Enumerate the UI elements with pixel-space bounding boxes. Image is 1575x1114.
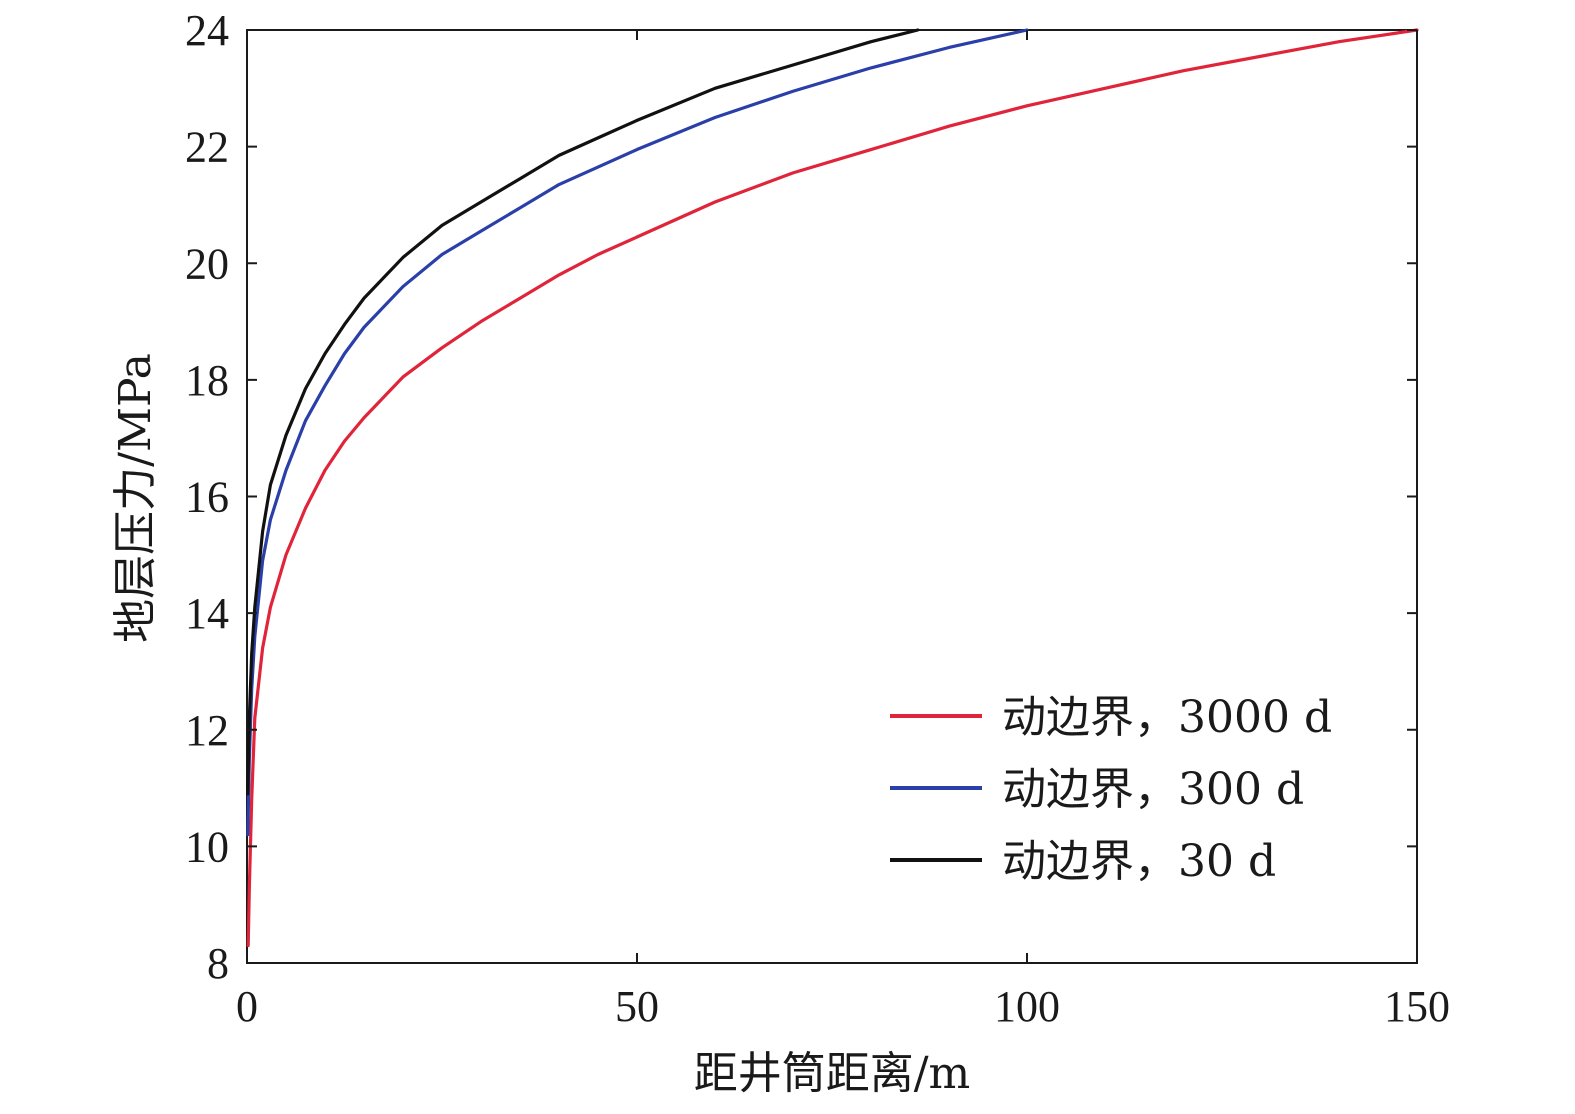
legend-label-0: 动边界，3000 d (1002, 692, 1332, 743)
y-tick-label: 24 (185, 6, 229, 55)
axis-ticks: 0 50 100 150 8 10 12 14 16 18 20 22 24 (185, 6, 1450, 1031)
y-axis-title: 地层压力/MPa (110, 353, 161, 643)
y-tick-label: 22 (185, 123, 229, 172)
x-axis-title: 距井筒距离/m (694, 1048, 971, 1099)
x-tick-label: 100 (994, 982, 1060, 1031)
series-line-2 (246, 28, 920, 796)
series-line-1 (246, 28, 1029, 837)
y-tick-label: 16 (185, 473, 229, 522)
legend-label-2: 动边界，30 d (1002, 836, 1276, 887)
x-tick-label: 50 (615, 982, 659, 1031)
y-tick-label: 20 (185, 239, 229, 288)
series-lines (246, 28, 1419, 948)
series-line-0 (246, 28, 1419, 948)
y-tick-label: 10 (185, 822, 229, 871)
x-tick-label: 150 (1384, 982, 1450, 1031)
y-tick-label: 12 (185, 706, 229, 755)
y-tick-label: 14 (185, 589, 229, 638)
legend: 动边界，3000 d 动边界，300 d 动边界，30 d (890, 692, 1332, 887)
x-tick-label: 0 (236, 982, 258, 1031)
legend-label-1: 动边界，300 d (1002, 764, 1304, 815)
y-tick-label: 18 (185, 356, 229, 405)
y-tick-label: 8 (207, 939, 229, 988)
